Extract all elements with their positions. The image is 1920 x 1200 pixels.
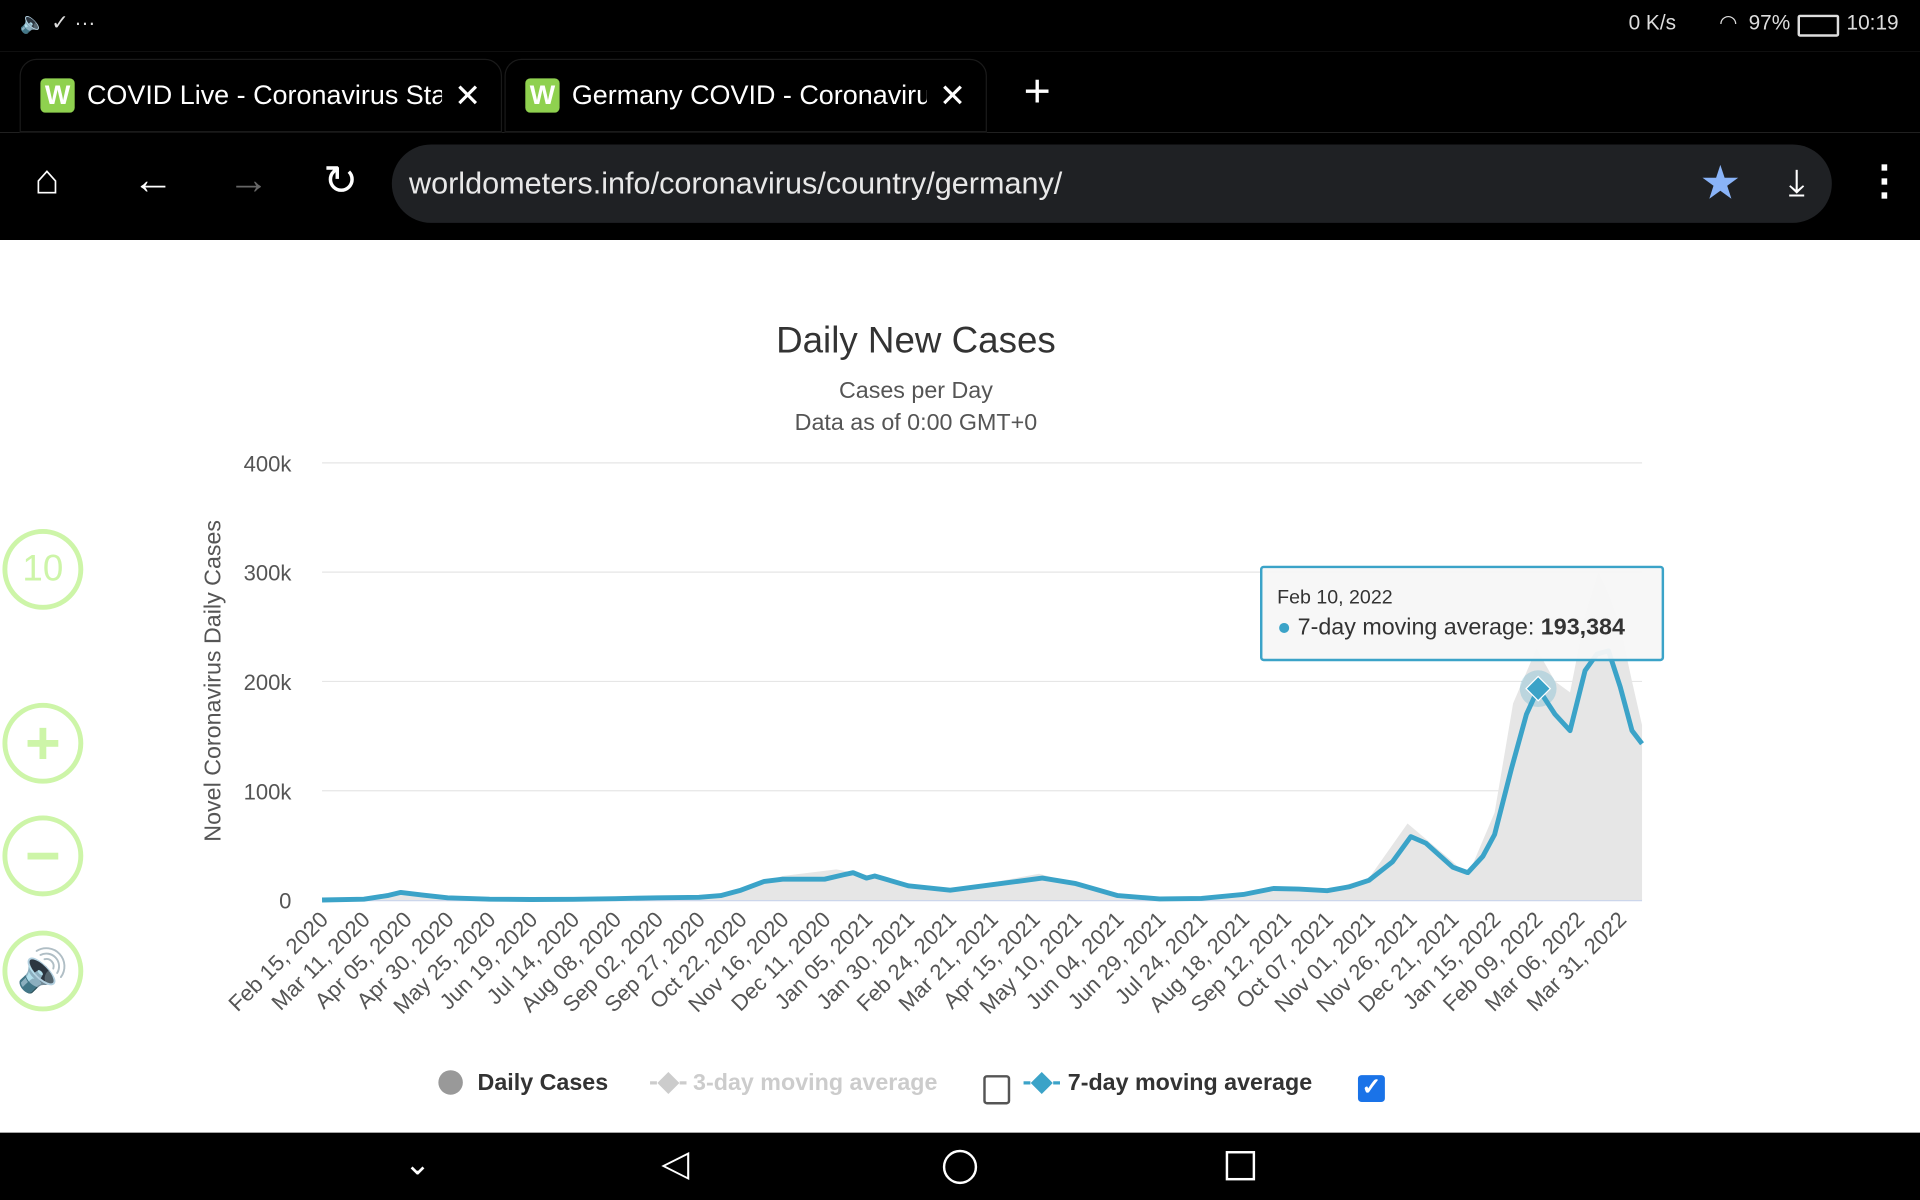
y-axis-label: Novel Coronavirus Daily Cases xyxy=(199,520,225,842)
battery-icon xyxy=(1797,14,1840,37)
back-icon[interactable]: ← xyxy=(132,156,174,204)
tab-bar: W COVID Live - Coronavirus Statistics ✕ … xyxy=(0,51,1920,133)
legend-3-day-average[interactable]: 3-day moving average xyxy=(693,1070,938,1096)
worldometer-favicon: W xyxy=(40,78,75,113)
daily-cases-area xyxy=(322,572,1643,901)
hover-point-marker xyxy=(1525,675,1552,702)
tab-title: COVID Live - Coronavirus Statistics xyxy=(86,79,442,111)
tab-title: Germany COVID - Coronavirus xyxy=(571,79,927,111)
7-day-average-checkbox[interactable]: ✓ xyxy=(1357,1075,1385,1103)
bookmark-star-icon[interactable]: ★ xyxy=(1699,157,1742,210)
tooltip-value-row: ● 7-day moving average: 193,384 xyxy=(1277,615,1625,642)
home-nav-icon[interactable] xyxy=(942,1149,978,1185)
y-tick-label: 100k xyxy=(244,779,293,804)
battery-level: 97% xyxy=(1748,11,1791,35)
download-icon[interactable]: ⤓ xyxy=(1788,162,1805,204)
reload-icon[interactable]: ↻ xyxy=(323,157,359,205)
tooltip-series-label: 7-day moving average: xyxy=(1297,614,1541,641)
notification-icons: 🔈 ✓ ··· xyxy=(19,11,96,35)
forward-icon[interactable]: → xyxy=(227,156,270,204)
chart-title: Daily New Cases xyxy=(776,320,1056,362)
chart-subtitle: Cases per Day xyxy=(838,378,993,405)
tab-germany-covid[interactable]: W Germany COVID - Coronavirus ✕ xyxy=(504,58,987,133)
y-tick-label: 300k xyxy=(244,561,293,586)
tooltip-date: Feb 10, 2022 xyxy=(1277,587,1393,609)
chart-tooltip: Feb 10, 2022 ● 7-day moving average: 193… xyxy=(1260,565,1665,662)
tooltip-value: 193,384 xyxy=(1540,614,1625,641)
system-navigation-bar: ⌄ ◁ xyxy=(0,1132,1920,1200)
new-tab-icon[interactable]: + xyxy=(1023,66,1051,118)
clock: 10:19 xyxy=(1846,11,1899,35)
net-speed: 0 K/s xyxy=(1628,11,1677,35)
y-tick-label: 200k xyxy=(244,670,293,695)
chart-legend: Daily Cases -◆- 3-day moving average -◆-… xyxy=(0,1065,1920,1105)
seven-day-average-line xyxy=(321,648,1644,903)
navigation-bar: ⌂ ← → ↻ worldometers.info/coronavirus/co… xyxy=(0,132,1920,241)
status-bar: 🔈 ✓ ··· 0 K/s ◠ 97% 10:19 xyxy=(0,0,1920,52)
home-icon[interactable]: ⌂ xyxy=(34,156,60,204)
timer-10-button[interactable]: 10 xyxy=(2,528,84,610)
recents-nav-icon[interactable] xyxy=(1225,1151,1256,1181)
chart-subtitle-date: Data as of 0:00 GMT+0 xyxy=(794,410,1038,436)
hide-keyboard-icon[interactable]: ⌄ xyxy=(404,1144,431,1182)
zoom-in-icon[interactable]: + xyxy=(2,702,84,784)
worldometer-favicon: W xyxy=(525,78,560,113)
menu-icon[interactable]: ⋮ xyxy=(1863,157,1906,205)
speaker-icon[interactable]: 🔊 xyxy=(2,930,84,1012)
tab-covid-live[interactable]: W COVID Live - Coronavirus Statistics ✕ xyxy=(19,58,503,133)
3-day-average-checkbox[interactable] xyxy=(983,1075,1011,1105)
y-tick-label: 0 xyxy=(279,889,291,914)
three-day-legend-icon: -◆- xyxy=(648,1065,688,1096)
y-tick-label: 400k xyxy=(244,451,293,476)
daily-cases-legend-icon xyxy=(438,1070,463,1095)
address-bar[interactable]: worldometers.info/coronavirus/country/ge… xyxy=(391,144,1832,223)
timer-label: 10 xyxy=(22,548,64,589)
close-tab-icon[interactable]: ✕ xyxy=(939,76,966,114)
legend-7-day-average[interactable]: 7-day moving average xyxy=(1067,1070,1313,1096)
wifi-icon: ◠ xyxy=(1719,11,1738,35)
back-nav-icon[interactable]: ◁ xyxy=(661,1143,690,1185)
series-dot-icon: ● xyxy=(1277,614,1292,641)
legend-daily-cases[interactable]: Daily Cases xyxy=(477,1070,609,1096)
seven-day-legend-icon: -◆- xyxy=(1022,1065,1062,1096)
url-text: worldometers.info/coronavirus/country/ge… xyxy=(408,166,1063,201)
close-tab-icon[interactable]: ✕ xyxy=(454,76,481,114)
zoom-out-icon[interactable]: − xyxy=(2,815,84,897)
